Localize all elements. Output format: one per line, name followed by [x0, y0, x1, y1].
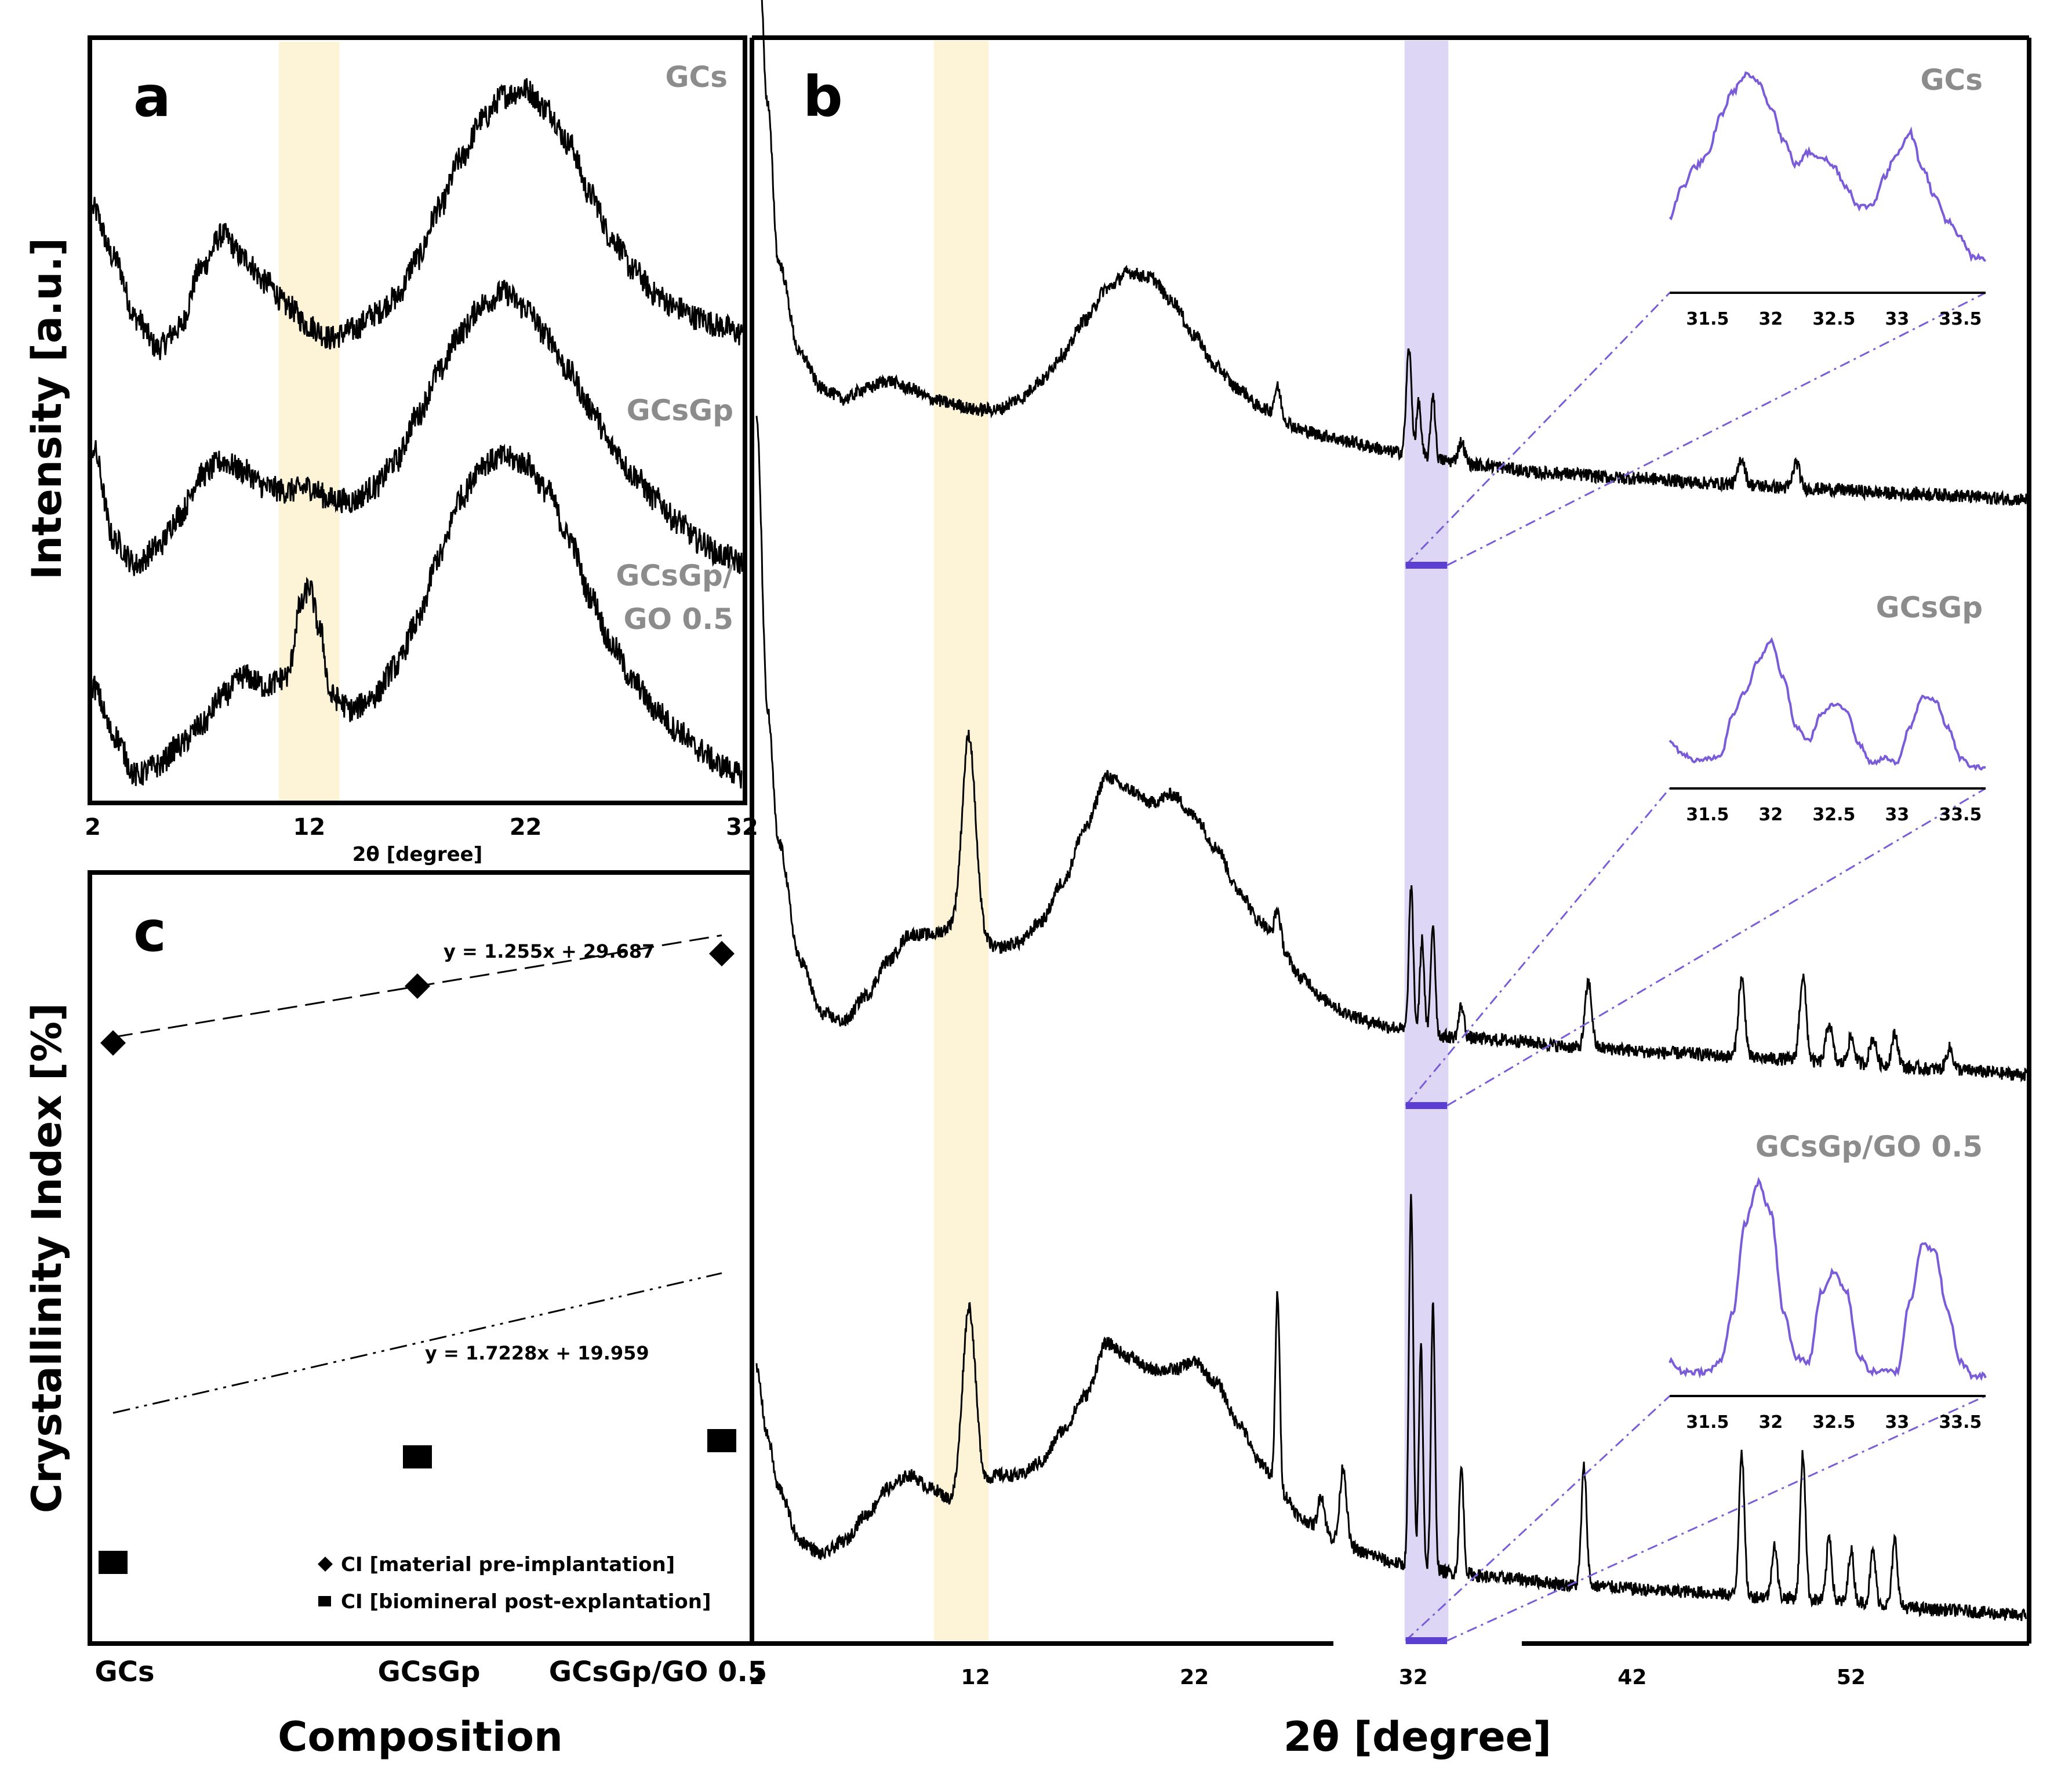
- inset-2-tick-32: 32: [1759, 1412, 1783, 1433]
- inset-trace-2: [1668, 1176, 1987, 1382]
- panel-a-label-gcsgp: GCsGp: [627, 394, 733, 427]
- panel-a-trace-1: [92, 279, 743, 576]
- ci-post-point-0: [99, 1551, 128, 1574]
- inset-2-tick-33: 33: [1885, 1412, 1910, 1433]
- panel-c-category-gcsgp-go: GCsGp/GO 0.5: [549, 1656, 767, 1688]
- panel-b-traces: [755, 0, 2027, 1622]
- panel-b-x-tick-22: 22: [1180, 1666, 1209, 1689]
- ci-pre-point-2: [709, 941, 735, 966]
- legend-square-marker: [318, 1596, 331, 1606]
- legend-label-post-explantation: CI [biomineral post-explantation]: [341, 1590, 711, 1613]
- panel-b: 31.5 32 32.5 33 33.5 31.5 32 32.5 33 33.5 31.5 32 32…: [749, 0, 2031, 1761]
- trendline-eq-post-explantation: y = 1.7228x + 19.959: [425, 1342, 649, 1364]
- trendline-eq-pre-implantation: y = 1.255x + 29.687: [444, 940, 655, 962]
- inset-trace-1: [1668, 637, 1986, 771]
- panel-c-plot: [99, 934, 736, 1574]
- inset-2-tick-32.5: 32.5: [1812, 1412, 1855, 1433]
- panel-a-trace-2: [92, 443, 743, 789]
- panel-a-letter: a: [133, 64, 171, 129]
- panel-a: a GCs GCsGp GCsGp/ GO 0.5 2 12 22 32 2θ [de…: [23, 35, 758, 866]
- ci-pre-point-0: [100, 1030, 126, 1056]
- inset-connector-right-0: [1446, 292, 1986, 566]
- ci-post-point-2: [707, 1429, 736, 1452]
- panel-b-x-tick-12: 12: [961, 1666, 990, 1689]
- inset-1-tick-33: 33: [1885, 805, 1910, 825]
- panel-c-x-axis-title: Composition: [278, 1713, 563, 1761]
- legend-diamond-marker: [318, 1557, 333, 1572]
- panel-b-x-tick-2: 2: [749, 1666, 764, 1689]
- panel-c-letter: c: [133, 899, 166, 964]
- panel-a-x-tick-22: 22: [510, 814, 542, 841]
- panel-b-x-ticks: 2 12 22 32 42 52: [749, 1666, 1866, 1689]
- inset-2-tick-33.5: 33.5: [1939, 1412, 1982, 1433]
- inset-trace-0: [1668, 71, 1987, 263]
- panel-b-label-gcs: GCs: [1921, 63, 1983, 97]
- ci-post-point-1: [403, 1445, 432, 1468]
- panel-b-label-gcsgp: GCsGp: [1876, 591, 1983, 624]
- inset-connector-left-0: [1405, 292, 1671, 566]
- panel-a-y-axis-title: Intensity [a.u.]: [23, 238, 71, 580]
- inset-1-tick-31.5: 31.5: [1686, 805, 1729, 825]
- panel-b-trace-0: [761, 0, 2027, 506]
- panel-b-x-tick-32: 32: [1399, 1666, 1428, 1689]
- panel-a-label-gcs: GCs: [666, 60, 728, 94]
- panel-a-traces: [92, 78, 743, 789]
- panel-c: c y = 1.255x + 29.687 y = 1.7228x + 19.9…: [23, 870, 767, 1761]
- panel-a-x-tick-12: 12: [293, 814, 325, 841]
- panel-a-highlight-band: [279, 42, 340, 801]
- panel-b-trace-1: [755, 416, 2027, 1083]
- panel-b-letter: b: [803, 64, 843, 129]
- panel-b-x-tick-42: 42: [1617, 1666, 1646, 1689]
- inset-0-tick-32: 32: [1759, 309, 1783, 329]
- legend-label-pre-implantation: CI [material pre-implantation]: [341, 1553, 675, 1576]
- panel-a-x-ticks: 2 12 22 32: [85, 814, 758, 841]
- ci-pre-point-1: [405, 973, 430, 999]
- panel-a-label-gcsgp-go-line2: GO 0.5: [623, 602, 733, 636]
- panel-b-trace-2: [755, 1194, 2027, 1622]
- inset-0-tick-32.5: 32.5: [1812, 309, 1855, 329]
- panel-c-legend: CI [material pre-implantation] CI [biomi…: [318, 1553, 711, 1613]
- panel-c-category-gcs: GCs: [94, 1656, 154, 1688]
- panel-a-label-gcsgp-go-line1: GCsGp/: [616, 559, 733, 592]
- panel-b-x-tick-52: 52: [1837, 1666, 1866, 1689]
- panel-a-x-tick-2: 2: [85, 814, 101, 841]
- panel-b-insets: 31.5 32 32.5 33 33.5 31.5 32 32.5 33 33.5 31.5 32 32…: [1405, 71, 1987, 1644]
- panel-b-label-gcsgp-go: GCsGp/GO 0.5: [1755, 1130, 1983, 1164]
- trendline-1: [112, 1272, 722, 1414]
- inset-connector-left-1: [1405, 788, 1671, 1106]
- inset-1-tick-33.5: 33.5: [1939, 805, 1982, 825]
- panel-c-frame: [88, 870, 754, 1646]
- inset-connector-right-2: [1446, 1395, 1986, 1642]
- inset-1-tick-32.5: 32.5: [1812, 805, 1855, 825]
- panel-c-category-gcsgp: GCsGp: [378, 1656, 481, 1688]
- inset-0-tick-33.5: 33.5: [1939, 309, 1982, 329]
- panel-b-purple-band: [1404, 41, 1449, 1641]
- inset-1-tick-32: 32: [1759, 805, 1783, 825]
- inset-2-tick-31.5: 31.5: [1686, 1412, 1729, 1433]
- panel-a-trace-0: [92, 78, 743, 361]
- inset-0-tick-33: 33: [1885, 309, 1910, 329]
- inset-connector-left-2: [1405, 1395, 1671, 1642]
- panel-c-y-axis-title: Crystallinity Index [%]: [23, 1003, 71, 1513]
- inset-0-tick-31.5: 31.5: [1686, 309, 1729, 329]
- panel-a-frame: [88, 35, 747, 805]
- panel-a-x-axis-title: 2θ [degree]: [352, 843, 483, 866]
- panel-b-x-axis-title: 2θ [degree]: [1284, 1713, 1551, 1761]
- inset-connector-right-1: [1446, 787, 1986, 1107]
